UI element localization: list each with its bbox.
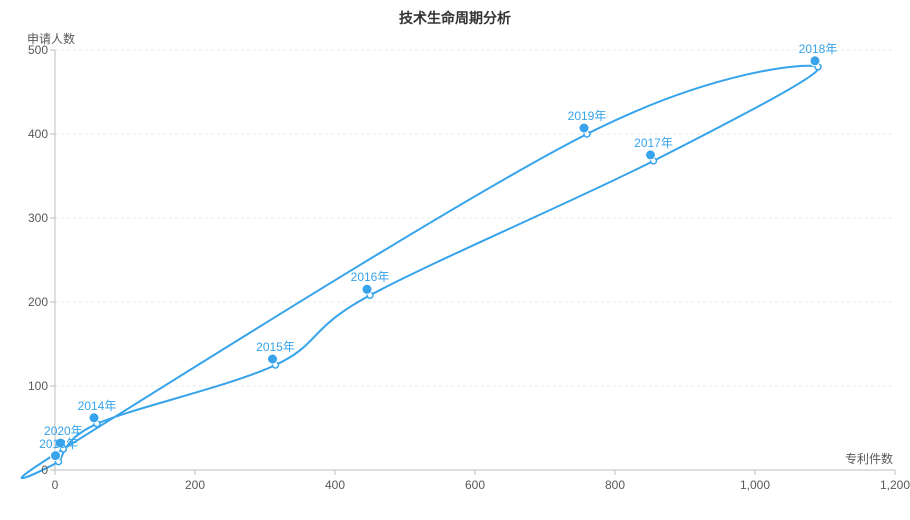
- y-tick-label: 500: [20, 43, 48, 57]
- point-label: 2015年: [256, 338, 295, 355]
- x-tick-label: 400: [325, 478, 345, 492]
- y-tick-label: 400: [20, 127, 48, 141]
- chart-svg: [0, 0, 910, 520]
- series-label-marker: [51, 451, 61, 461]
- series-label-marker: [362, 284, 372, 294]
- y-tick-label: 100: [20, 379, 48, 393]
- y-tick-label: 300: [20, 211, 48, 225]
- x-tick-label: 800: [605, 478, 625, 492]
- y-tick-label: 200: [20, 295, 48, 309]
- series-label-marker: [810, 56, 820, 66]
- series-label-marker: [579, 123, 589, 133]
- point-label: 2017年: [634, 134, 673, 151]
- point-label: 2019年: [568, 107, 607, 124]
- chart-container: 技术生命周期分析 申请人数 专利件数 02004006008001,0001,2…: [0, 0, 910, 520]
- point-label: 2014年: [78, 397, 117, 414]
- series-label-marker: [646, 150, 656, 160]
- x-tick-label: 1,200: [880, 478, 910, 492]
- series-label-marker: [89, 413, 99, 423]
- x-tick-label: 0: [52, 478, 59, 492]
- x-tick-label: 200: [185, 478, 205, 492]
- series-line: [22, 66, 819, 478]
- point-label: 2016年: [351, 268, 390, 285]
- y-tick-label: 0: [20, 463, 48, 477]
- x-tick-label: 1,000: [740, 478, 770, 492]
- point-label: 2018年: [799, 40, 838, 57]
- x-tick-label: 600: [465, 478, 485, 492]
- point-label: 2020年: [44, 422, 83, 439]
- series-label-marker: [268, 354, 278, 364]
